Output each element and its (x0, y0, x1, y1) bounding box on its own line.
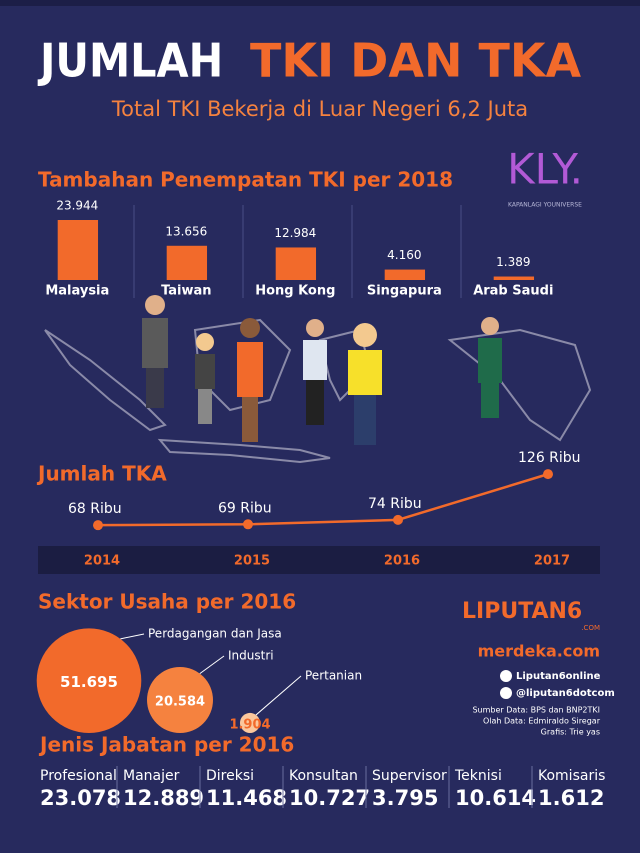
category-label: Hong Kong (255, 284, 335, 299)
credit: Grafis: Trie yas (541, 728, 600, 737)
value-label: 13.656 (165, 224, 207, 238)
year-label: 2016 (384, 554, 420, 569)
top-strip (0, 0, 640, 6)
value-label: 1.389 (496, 255, 530, 269)
point (393, 514, 403, 525)
section-title: Tambahan Penempatan TKI per 2018 (38, 168, 453, 192)
twitter-icon (500, 687, 512, 699)
facebook-handle: Liputan6online (516, 671, 601, 682)
point (543, 469, 553, 480)
job-value: 11.468 (206, 786, 287, 810)
value-label: 20.584 (155, 695, 205, 710)
island (447, 328, 592, 442)
job-label: Manajer (123, 768, 180, 784)
year-label: 2015 (234, 554, 270, 569)
category-label: Perdagangan dan Jasa (148, 627, 282, 641)
category-label: Industri (228, 649, 274, 663)
value-label: 1.904 (229, 717, 270, 732)
section-title: Jenis Jabatan per 2016 (38, 733, 294, 757)
kly-logo: KLY. (507, 145, 583, 194)
bar (275, 247, 317, 280)
twitter-handle: @liputan6dotcom (516, 688, 615, 699)
island (44, 329, 167, 432)
bar (166, 245, 208, 280)
line (97, 472, 549, 527)
bubble (36, 628, 142, 734)
job-value: 23.078 (40, 786, 121, 810)
category-label: Pertanian (305, 669, 362, 683)
job-value: 10.614 (455, 786, 536, 810)
figures (142, 295, 502, 445)
bar (384, 269, 426, 280)
leader-line (255, 675, 302, 716)
category-label: Taiwan (161, 284, 211, 299)
job-label: Komisaris (538, 768, 605, 784)
kly-tagline: KAPANLAGI YOUNIVERSE (508, 202, 582, 209)
category-label: Malaysia (45, 284, 109, 299)
point (93, 520, 103, 531)
facebook-icon (500, 670, 512, 682)
value-label: 69 Ribu (218, 500, 272, 516)
section-title: Sektor Usaha per 2016 (38, 590, 296, 614)
credit: Sumber Data: BPS dan BNP2TKI (472, 706, 600, 715)
title-orange: TKI DAN TKA (250, 34, 581, 88)
title-white: JUMLAH (37, 34, 223, 88)
job-value: 3.795 (372, 786, 438, 810)
year-band (38, 546, 600, 574)
credit: Olah Data: Edmiraldo Siregar (483, 717, 601, 726)
bubble (147, 667, 213, 733)
job-value: 12.889 (123, 786, 204, 810)
bubble (239, 712, 261, 733)
value-label: 12.984 (274, 226, 316, 240)
year-label: 2014 (84, 554, 120, 569)
island (157, 438, 331, 464)
job-value: 1.612 (538, 786, 604, 810)
value-label: 126 Ribu (518, 450, 581, 466)
liputan6-logo: LIPUTAN6 (462, 599, 582, 624)
category-label: Arab Saudi (473, 284, 553, 299)
point (243, 519, 253, 530)
liputan6-box (460, 596, 600, 630)
value-label: 4.160 (387, 248, 421, 262)
job-label: Profesional (40, 768, 117, 784)
leader-line (199, 655, 225, 675)
job-label: Teknisi (454, 768, 502, 784)
value-label: 51.695 (60, 673, 118, 691)
year-label: 2017 (534, 554, 570, 569)
job-label: Konsultan (289, 768, 358, 784)
job-value: 10.727 (289, 786, 370, 810)
value-label: 68 Ribu (68, 501, 122, 517)
subtitle: Total TKI Bekerja di Luar Negeri 6,2 Jut… (111, 97, 528, 121)
liputan6-com: .COM (581, 624, 600, 632)
leader-line (120, 633, 145, 640)
bar (57, 220, 99, 280)
value-label: 74 Ribu (368, 496, 422, 512)
job-label: Direksi (206, 768, 254, 784)
section-title: Jumlah TKA (36, 462, 167, 486)
job-label: Supervisor (372, 768, 447, 784)
bar (493, 276, 535, 280)
value-label: 23.944 (56, 199, 98, 213)
merdeka-logo: merdeka.com (478, 642, 600, 661)
category-label: Singapura (367, 284, 442, 299)
